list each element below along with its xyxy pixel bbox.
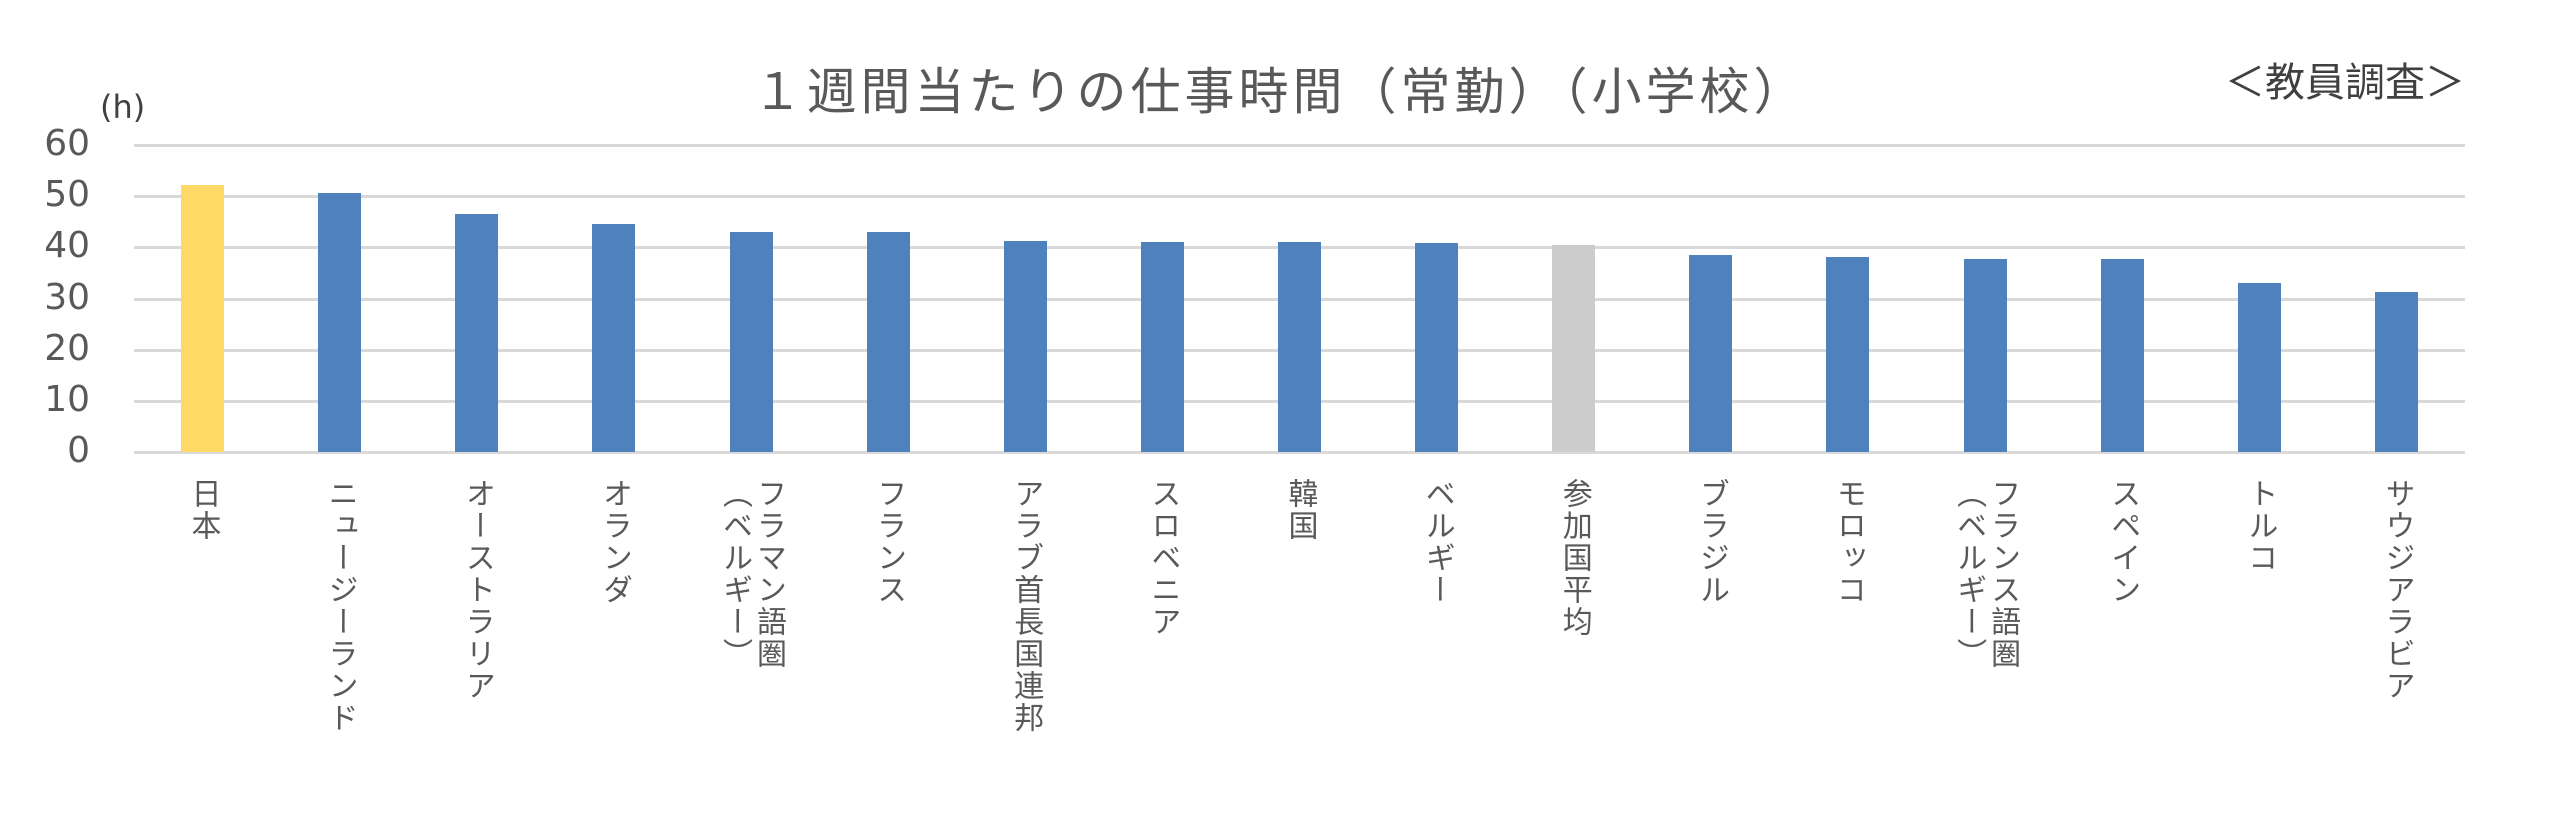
x-tick-label: フラマン語圏 （ベルギー） <box>717 478 787 670</box>
bar-11 <box>1689 255 1733 452</box>
x-tick-label: トルコ <box>2242 478 2278 574</box>
chart-subtitle: ＜教員調査＞ <box>2225 60 2465 106</box>
y-tick-label: 10 <box>44 378 90 420</box>
bar-12 <box>1826 257 1870 452</box>
x-tick-label: 日本 <box>185 478 221 542</box>
bar-8 <box>1278 241 1321 452</box>
x-tick-label: オランダ <box>596 478 632 606</box>
x-tick-label: ベルギー <box>1419 478 1455 606</box>
gridline <box>134 144 2465 147</box>
chart-title: １週間当たりの仕事時間（常勤）（小学校） <box>752 63 1808 121</box>
bar-9 <box>1415 243 1459 452</box>
y-tick-label: 30 <box>44 276 90 318</box>
bar-13 <box>1963 259 2007 452</box>
y-tick-label: 0 <box>67 430 90 471</box>
bar-0 <box>181 185 225 452</box>
bar-5 <box>866 232 910 452</box>
bar-6 <box>1003 241 1047 452</box>
x-tick-label: アラブ首長国連邦 <box>1008 478 1044 734</box>
x-tick-label: オーストラリア <box>459 478 495 702</box>
bar-1 <box>318 192 362 452</box>
x-tick-label: フランス <box>871 478 907 606</box>
bar-15 <box>2237 282 2281 452</box>
x-tick-label: ニュージーランド <box>322 478 358 734</box>
x-tick-label: スペイン <box>2105 478 2141 606</box>
bar-14 <box>2100 259 2144 452</box>
bar-10 <box>1552 245 1596 452</box>
gridline <box>134 195 2465 199</box>
bar-3 <box>592 223 636 452</box>
y-tick-label: 40 <box>44 225 90 267</box>
x-tick-label: ブラジル <box>1693 478 1729 606</box>
x-tick-label: サウジアラビア <box>2379 478 2415 702</box>
bar-7 <box>1140 241 1184 452</box>
y-axis-unit-label: (h) <box>100 88 146 126</box>
x-tick-label: スロベニア <box>1145 478 1181 638</box>
gridline <box>134 451 2465 454</box>
x-tick-label: フランス語圏 （ベルギー） <box>1951 478 2021 670</box>
y-tick-label: 60 <box>44 123 90 164</box>
x-tick-label: 韓国 <box>1282 478 1318 542</box>
y-tick-label: 50 <box>44 174 90 216</box>
bar-2 <box>455 214 499 452</box>
bar-4 <box>729 232 773 452</box>
x-tick-label: モロッコ <box>1830 478 1866 606</box>
bar-16 <box>2374 292 2418 452</box>
y-tick-label: 20 <box>44 327 90 369</box>
x-tick-label: 参加国平均 <box>1556 478 1592 638</box>
